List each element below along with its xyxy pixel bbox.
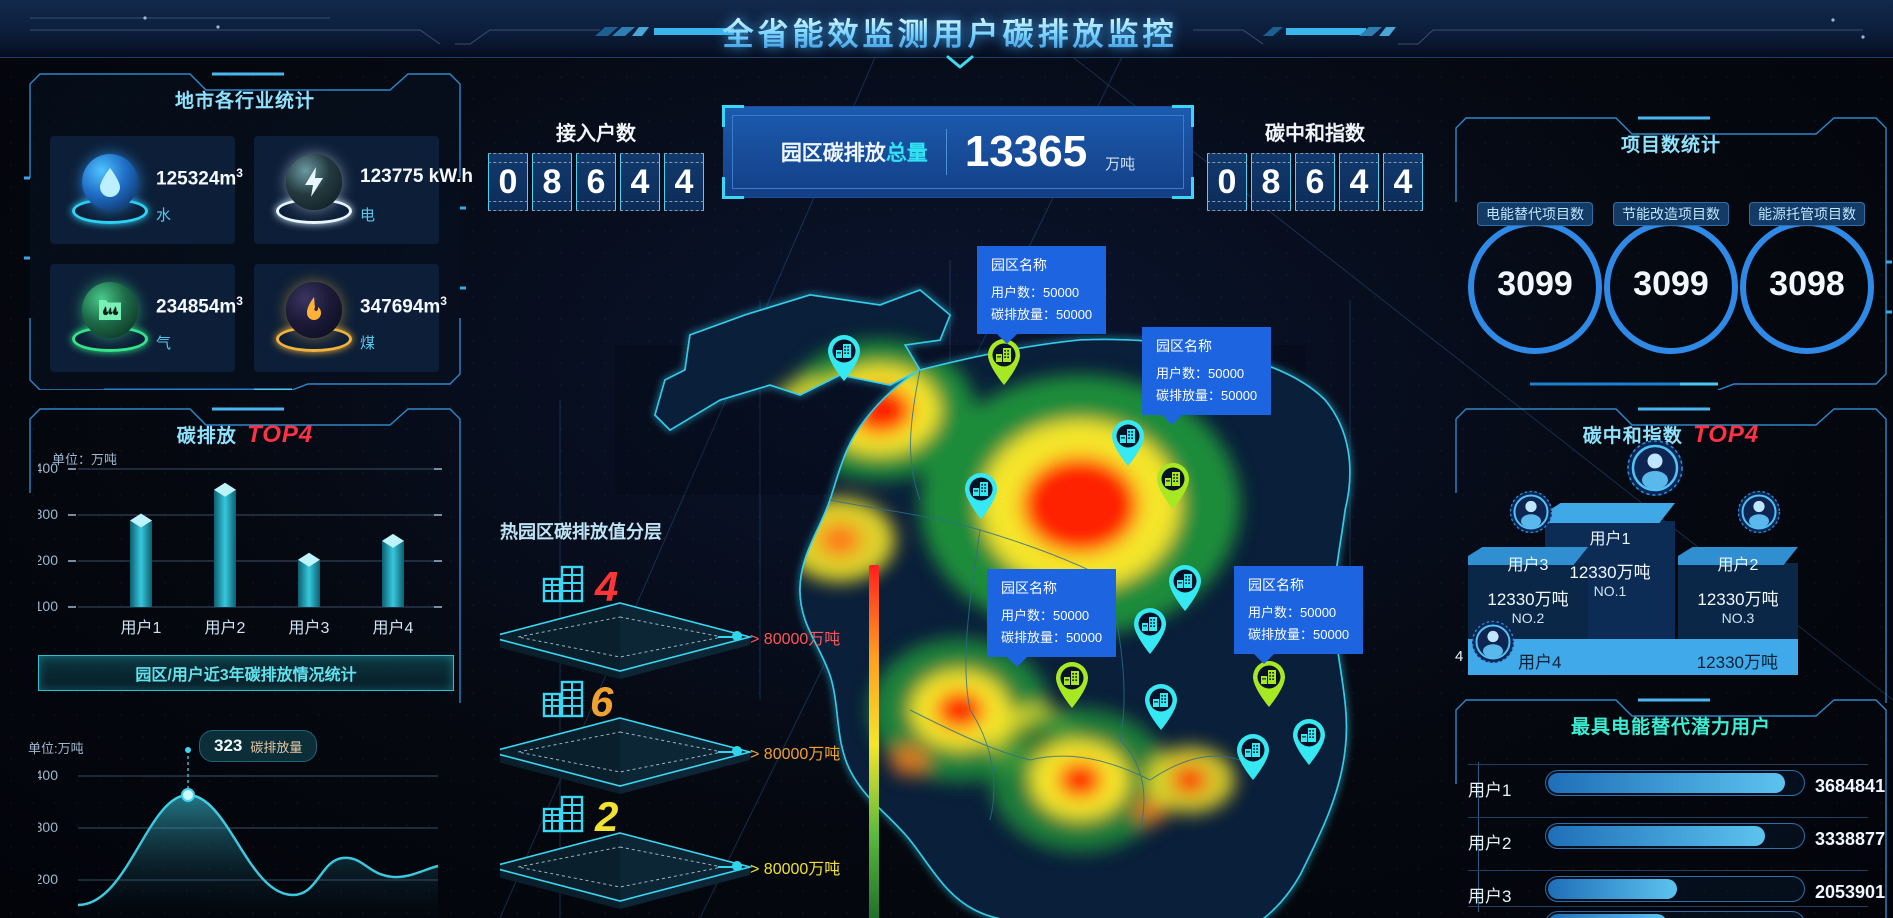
svg-text:200: 200 [38, 871, 58, 887]
svg-text:300: 300 [38, 819, 58, 835]
svg-text:400: 400 [38, 767, 58, 783]
